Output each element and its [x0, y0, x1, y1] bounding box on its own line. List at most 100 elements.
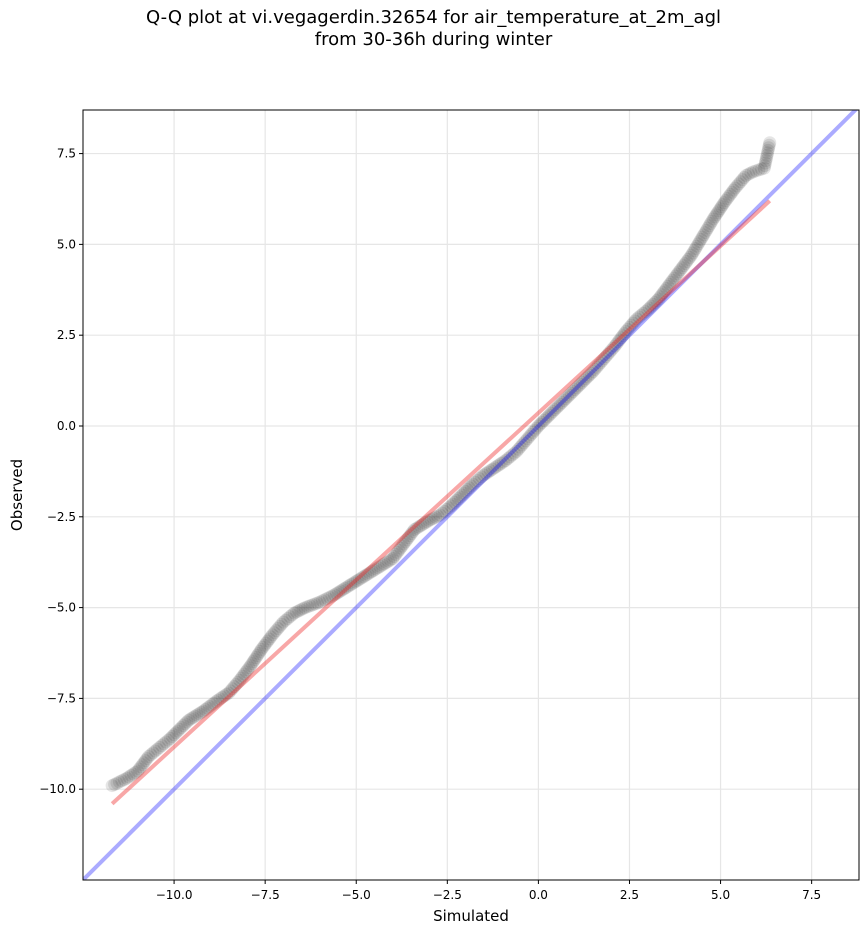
data-point	[245, 657, 259, 671]
data-point	[236, 669, 250, 683]
data-point	[303, 599, 317, 613]
data-point	[231, 675, 245, 689]
data-point	[695, 230, 709, 244]
data-point	[265, 628, 279, 642]
data-point	[128, 765, 142, 779]
data-point	[336, 583, 350, 597]
data-point	[332, 585, 346, 599]
data-point	[348, 575, 362, 589]
data-point	[459, 484, 473, 498]
data-point	[209, 695, 223, 709]
x-tick-label: 5.0	[711, 888, 730, 902]
data-point	[298, 601, 312, 615]
data-point	[619, 325, 633, 339]
data-point	[608, 339, 622, 353]
data-point	[681, 252, 695, 266]
data-point	[400, 533, 414, 547]
data-point	[363, 566, 377, 580]
data-point	[672, 265, 686, 279]
data-point	[350, 574, 364, 588]
data-point	[704, 217, 718, 231]
data-point	[634, 308, 648, 322]
data-point	[340, 580, 354, 594]
data-point	[169, 726, 183, 740]
data-point	[609, 337, 623, 351]
data-point	[643, 301, 657, 315]
data-point	[146, 746, 160, 760]
data-point	[327, 588, 341, 602]
data-point	[361, 567, 375, 581]
data-point	[762, 138, 776, 152]
data-point	[636, 306, 650, 320]
data-point	[758, 159, 772, 173]
x-tick-label: 0.0	[529, 888, 548, 902]
data-point	[359, 568, 373, 582]
data-point	[192, 707, 206, 721]
fit-line	[110, 199, 772, 806]
data-point	[632, 310, 646, 324]
data-point	[426, 511, 440, 525]
data-point	[712, 204, 726, 218]
data-point	[165, 730, 179, 744]
data-point	[564, 386, 578, 400]
data-point	[387, 549, 401, 563]
y-axis-label: Observed	[8, 459, 26, 531]
data-point	[557, 394, 571, 408]
data-point	[420, 515, 434, 529]
data-point	[571, 379, 585, 393]
data-point	[155, 739, 169, 753]
data-point	[267, 626, 281, 640]
data-point	[161, 733, 175, 747]
data-point	[346, 576, 360, 590]
data-point	[357, 570, 371, 584]
data-point	[148, 744, 162, 758]
data-point	[734, 175, 748, 189]
data-point	[115, 774, 129, 788]
data-point	[386, 552, 400, 566]
data-point	[466, 477, 480, 491]
data-point	[144, 748, 158, 762]
data-point	[431, 509, 445, 523]
data-point	[422, 513, 436, 527]
data-point	[670, 267, 684, 281]
data-point	[229, 677, 243, 691]
chart-title-line-1: Q-Q plot at vi.vegagerdin.32654 for air_…	[146, 7, 721, 28]
data-point	[246, 655, 260, 669]
y-tick-label: −10.0	[39, 782, 76, 796]
data-point	[285, 608, 299, 622]
data-point	[481, 465, 495, 479]
data-point	[669, 269, 683, 283]
data-point	[730, 179, 744, 193]
data-point	[621, 322, 635, 336]
data-point	[190, 708, 204, 722]
data-point	[714, 200, 728, 214]
data-point	[225, 682, 239, 696]
data-point	[531, 419, 545, 433]
data-point	[468, 475, 482, 489]
data-point	[344, 578, 358, 592]
data-point	[393, 541, 407, 555]
y-tick-label: −2.5	[47, 510, 76, 524]
data-point	[759, 153, 773, 167]
data-point	[323, 590, 337, 604]
data-point	[325, 589, 339, 603]
data-point	[757, 161, 771, 175]
data-point	[680, 255, 694, 269]
data-point	[517, 436, 531, 450]
data-point	[126, 767, 140, 781]
data-point	[650, 294, 664, 308]
data-point	[178, 717, 192, 731]
data-point	[213, 692, 227, 706]
data-point	[588, 362, 602, 376]
data-point	[105, 779, 119, 793]
x-tick-label: 7.5	[802, 888, 821, 902]
data-point	[568, 383, 582, 397]
data-point	[705, 214, 719, 228]
data-point	[728, 181, 742, 195]
data-point	[110, 776, 124, 790]
data-point	[289, 605, 303, 619]
data-point	[541, 410, 555, 424]
data-point	[722, 189, 736, 203]
data-point	[501, 452, 515, 466]
